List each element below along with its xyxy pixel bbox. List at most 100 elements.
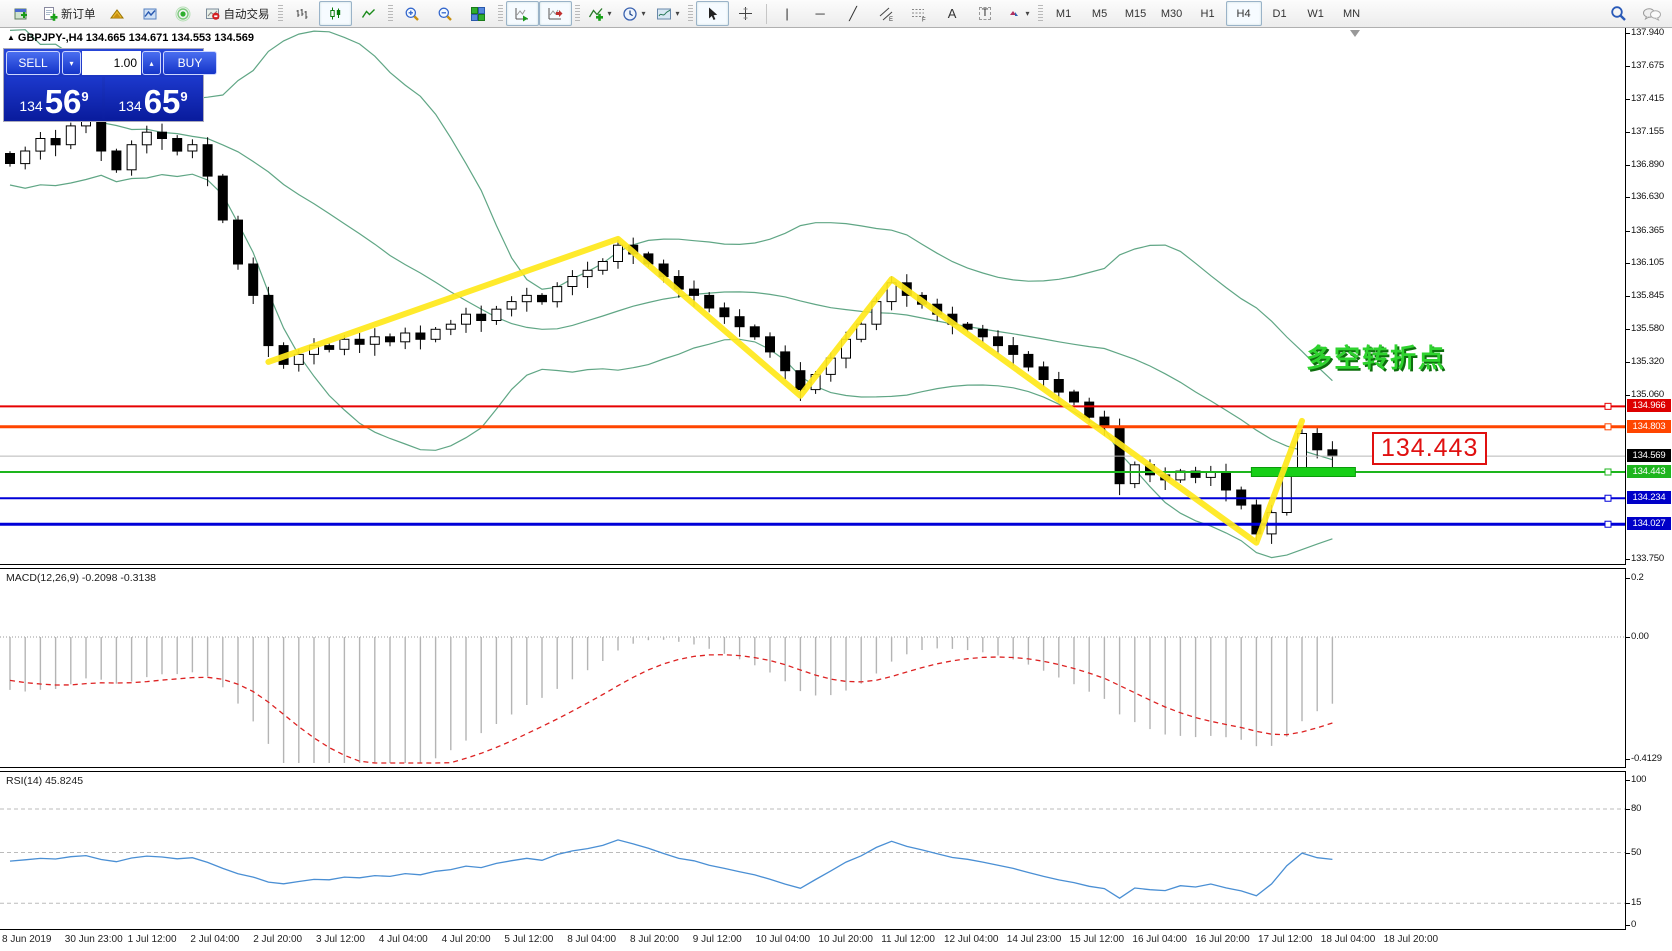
- timeframe-m30-button[interactable]: M30: [1160, 7, 1183, 20]
- price-line-label: 134.966: [1627, 399, 1671, 413]
- candlestick-chart-button[interactable]: [318, 1, 352, 26]
- current-price-label: 134.569: [1627, 449, 1671, 463]
- profiles-icon[interactable]: [134, 1, 167, 26]
- volume-decrease-button[interactable]: ▾: [62, 51, 81, 75]
- time-axis[interactable]: 8 Jun 2019 30 Jun 23:00 1 Jul 12:00 2 Jul 0…: [0, 930, 1672, 951]
- new-order-button[interactable]: 新订单: [37, 1, 101, 26]
- dropdown-arrow-icon: ▾: [607, 9, 612, 18]
- buy-button[interactable]: BUY: [163, 51, 217, 75]
- timeframe-h1-button[interactable]: H1: [1200, 7, 1215, 20]
- price-tick-label: 135.320: [1631, 355, 1664, 367]
- macd-histogram: [9, 637, 1334, 763]
- candlesticks: [5, 109, 1338, 544]
- buy-price-big: 65: [143, 83, 181, 120]
- cursor-button[interactable]: [695, 1, 729, 26]
- timeframe-w1-button[interactable]: W1: [1307, 7, 1324, 20]
- price-tick-label: 136.890: [1631, 158, 1664, 170]
- periods-button[interactable]: ▾: [617, 1, 651, 26]
- trendline-button[interactable]: ╱: [849, 6, 857, 21]
- volume-input[interactable]: [82, 51, 141, 75]
- volume-increase-button[interactable]: ▴: [142, 51, 161, 75]
- price-chart-canvas: [0, 28, 1626, 564]
- turning-point-annotation[interactable]: 多空转折点: [1306, 343, 1447, 373]
- time-label: 18 Jul 20:00: [1383, 934, 1439, 945]
- time-label: 5 Jul 12:00: [504, 934, 554, 945]
- price-line-label: 134.234: [1627, 491, 1671, 505]
- time-label: 2 Jul 04:00: [190, 934, 240, 945]
- timeframe-d1-button[interactable]: D1: [1272, 7, 1287, 20]
- green-highlight-band[interactable]: [1250, 467, 1356, 477]
- rsi-pane[interactable]: RSI(14) 45.8245: [0, 771, 1626, 930]
- time-label: 11 Jul 12:00: [881, 934, 935, 945]
- price-callout-box[interactable]: 134.443: [1372, 432, 1488, 465]
- macd-signal-line: [9, 654, 1333, 764]
- price-line-label: 134.443: [1627, 465, 1671, 478]
- timeframe-m15-button[interactable]: M15: [1124, 7, 1147, 20]
- volume-spinner: ▾ ▴: [62, 51, 161, 75]
- collapse-triangle-icon[interactable]: ▲: [7, 33, 15, 42]
- fibonacci-button[interactable]: F: [903, 1, 936, 26]
- buy-price-prefix: 134: [118, 98, 142, 114]
- buy-price-display[interactable]: 134 65 9: [105, 77, 201, 119]
- macd-pane[interactable]: MACD(12,26,9) -0.2098 -0.3138: [0, 568, 1626, 768]
- sell-price-display[interactable]: 134 56 9: [6, 77, 102, 119]
- horizontal-line-button[interactable]: ─: [815, 6, 825, 21]
- time-label: 18 Jul 04:00: [1320, 934, 1376, 945]
- rsi-tick-label: 0: [1631, 919, 1637, 930]
- signals-icon[interactable]: [167, 1, 200, 26]
- price-tick-label: 135.580: [1631, 323, 1664, 335]
- window-icon[interactable]: [4, 1, 37, 26]
- timeframe-mn-button[interactable]: MN: [1343, 7, 1361, 20]
- tile-windows-icon[interactable]: [462, 1, 495, 26]
- templates-button[interactable]: ▾: [651, 1, 685, 26]
- time-label: 30 Jun 23:00: [64, 934, 123, 945]
- timeframe-h4-button[interactable]: H4: [1225, 1, 1262, 26]
- new-order-label: 新订单: [61, 8, 96, 21]
- zoom-in-button[interactable]: [396, 1, 429, 26]
- bar-chart-button[interactable]: [286, 1, 319, 26]
- line-handle: [1604, 423, 1612, 431]
- macd-tick-label: 0.2: [1631, 572, 1644, 583]
- time-label: 16 Jul 20:00: [1195, 934, 1250, 945]
- price-chart-pane[interactable]: ▲ GBPJPY-,H4 134.665 134.671 134.553 134.…: [0, 28, 1626, 565]
- timeframe-m5-button[interactable]: M5: [1091, 7, 1108, 20]
- price-tick-label: 136.105: [1631, 257, 1664, 269]
- zigzag-trendlines[interactable]: [265, 235, 1305, 546]
- rsi-label: RSI(14) 45.8245: [6, 775, 84, 787]
- indicators-button[interactable]: ▾: [583, 1, 617, 26]
- sell-button[interactable]: SELL: [6, 51, 60, 75]
- price-line-label: 134.803: [1627, 419, 1671, 433]
- price-tick-label: 133.750: [1631, 553, 1664, 564]
- chart-shift-button[interactable]: [538, 1, 572, 26]
- dropdown-arrow-icon: ▾: [1025, 9, 1030, 18]
- arrows-button[interactable]: ▾: [1002, 1, 1035, 26]
- chart-shift-marker-icon[interactable]: [1350, 30, 1360, 37]
- auto-scroll-button[interactable]: [505, 1, 539, 26]
- rsi-tick-label: 80: [1631, 803, 1642, 814]
- autotrading-button[interactable]: 自动交易: [200, 1, 275, 26]
- timeframe-m1-button[interactable]: M1: [1055, 7, 1072, 20]
- line-handle: [1604, 494, 1612, 502]
- channel-button[interactable]: E: [870, 1, 903, 26]
- line-chart-button[interactable]: [352, 1, 385, 26]
- autotrading-label: 自动交易: [223, 8, 270, 21]
- text-label-button[interactable]: T: [969, 1, 1002, 26]
- price-tick-label: 135.845: [1631, 290, 1664, 301]
- crosshair-button[interactable]: [729, 1, 762, 26]
- chat-icon[interactable]: [1635, 1, 1668, 26]
- macd-canvas: [0, 569, 1626, 767]
- text-button[interactable]: A: [947, 6, 957, 21]
- time-label: 4 Jul 04:00: [378, 934, 428, 945]
- time-label: 10 Jul 20:00: [818, 934, 873, 945]
- horizontal-lines[interactable]: [0, 402, 1625, 528]
- vertical-line-button[interactable]: |: [785, 6, 789, 21]
- price-tick-label: 136.630: [1631, 191, 1664, 203]
- price-tick-label: 137.415: [1631, 92, 1664, 104]
- macd-tick-label: 0.00: [1631, 631, 1649, 642]
- macd-label: MACD(12,26,9) -0.2098 -0.3138: [6, 572, 156, 584]
- zoom-out-button[interactable]: [429, 1, 462, 26]
- time-label: 15 Jul 12:00: [1069, 934, 1125, 945]
- time-label: 3 Jul 12:00: [316, 934, 365, 945]
- search-icon[interactable]: [1602, 1, 1635, 26]
- charts-icon[interactable]: [101, 1, 134, 26]
